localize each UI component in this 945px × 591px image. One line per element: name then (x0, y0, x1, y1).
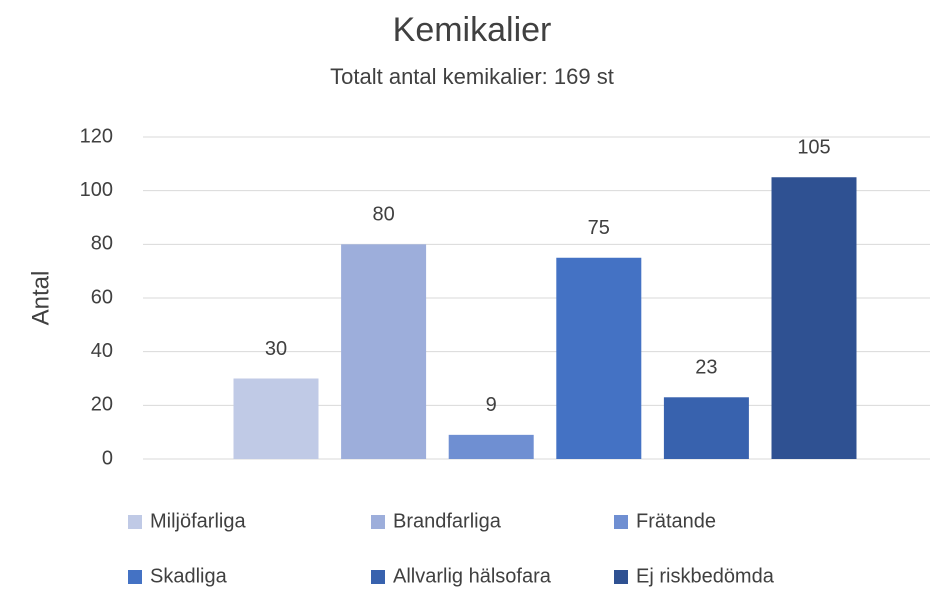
legend-swatch (614, 570, 628, 584)
data-label: 23 (695, 357, 717, 379)
y-axis-label: Antal (27, 271, 54, 326)
data-label: 9 (486, 394, 497, 416)
bar (448, 434, 534, 459)
legend-swatch (614, 515, 628, 529)
bar (556, 257, 642, 459)
legend-label: Ej riskbedömda (636, 565, 775, 587)
legend-swatch (371, 515, 385, 529)
chart-title: Kemikalier (393, 11, 552, 49)
legend-label: Brandfarliga (393, 510, 502, 532)
y-tick-label: 20 (91, 394, 113, 416)
y-tick-label: 120 (80, 125, 113, 147)
data-label: 105 (797, 137, 830, 159)
y-tick-label: 100 (80, 179, 113, 201)
legend-label: Frätande (636, 510, 716, 532)
y-tick-label: 80 (91, 233, 113, 255)
bar (233, 378, 319, 459)
legend-swatch (371, 570, 385, 584)
legend-label: Miljöfarliga (150, 510, 246, 532)
legend-label: Allvarlig hälsofara (393, 565, 552, 587)
y-tick-label: 0 (102, 447, 113, 469)
y-tick-label: 40 (91, 340, 113, 362)
y-tick-label: 60 (91, 286, 113, 308)
bar (771, 177, 857, 459)
data-label: 30 (265, 338, 287, 360)
data-label: 75 (588, 217, 610, 239)
chart-subtitle: Totalt antal kemikalier: 169 st (330, 64, 614, 89)
legend-swatch (128, 570, 142, 584)
bar (663, 397, 749, 459)
legend-label: Skadliga (150, 565, 228, 587)
bar (341, 244, 427, 459)
legend-swatch (128, 515, 142, 529)
data-label: 80 (372, 204, 394, 226)
